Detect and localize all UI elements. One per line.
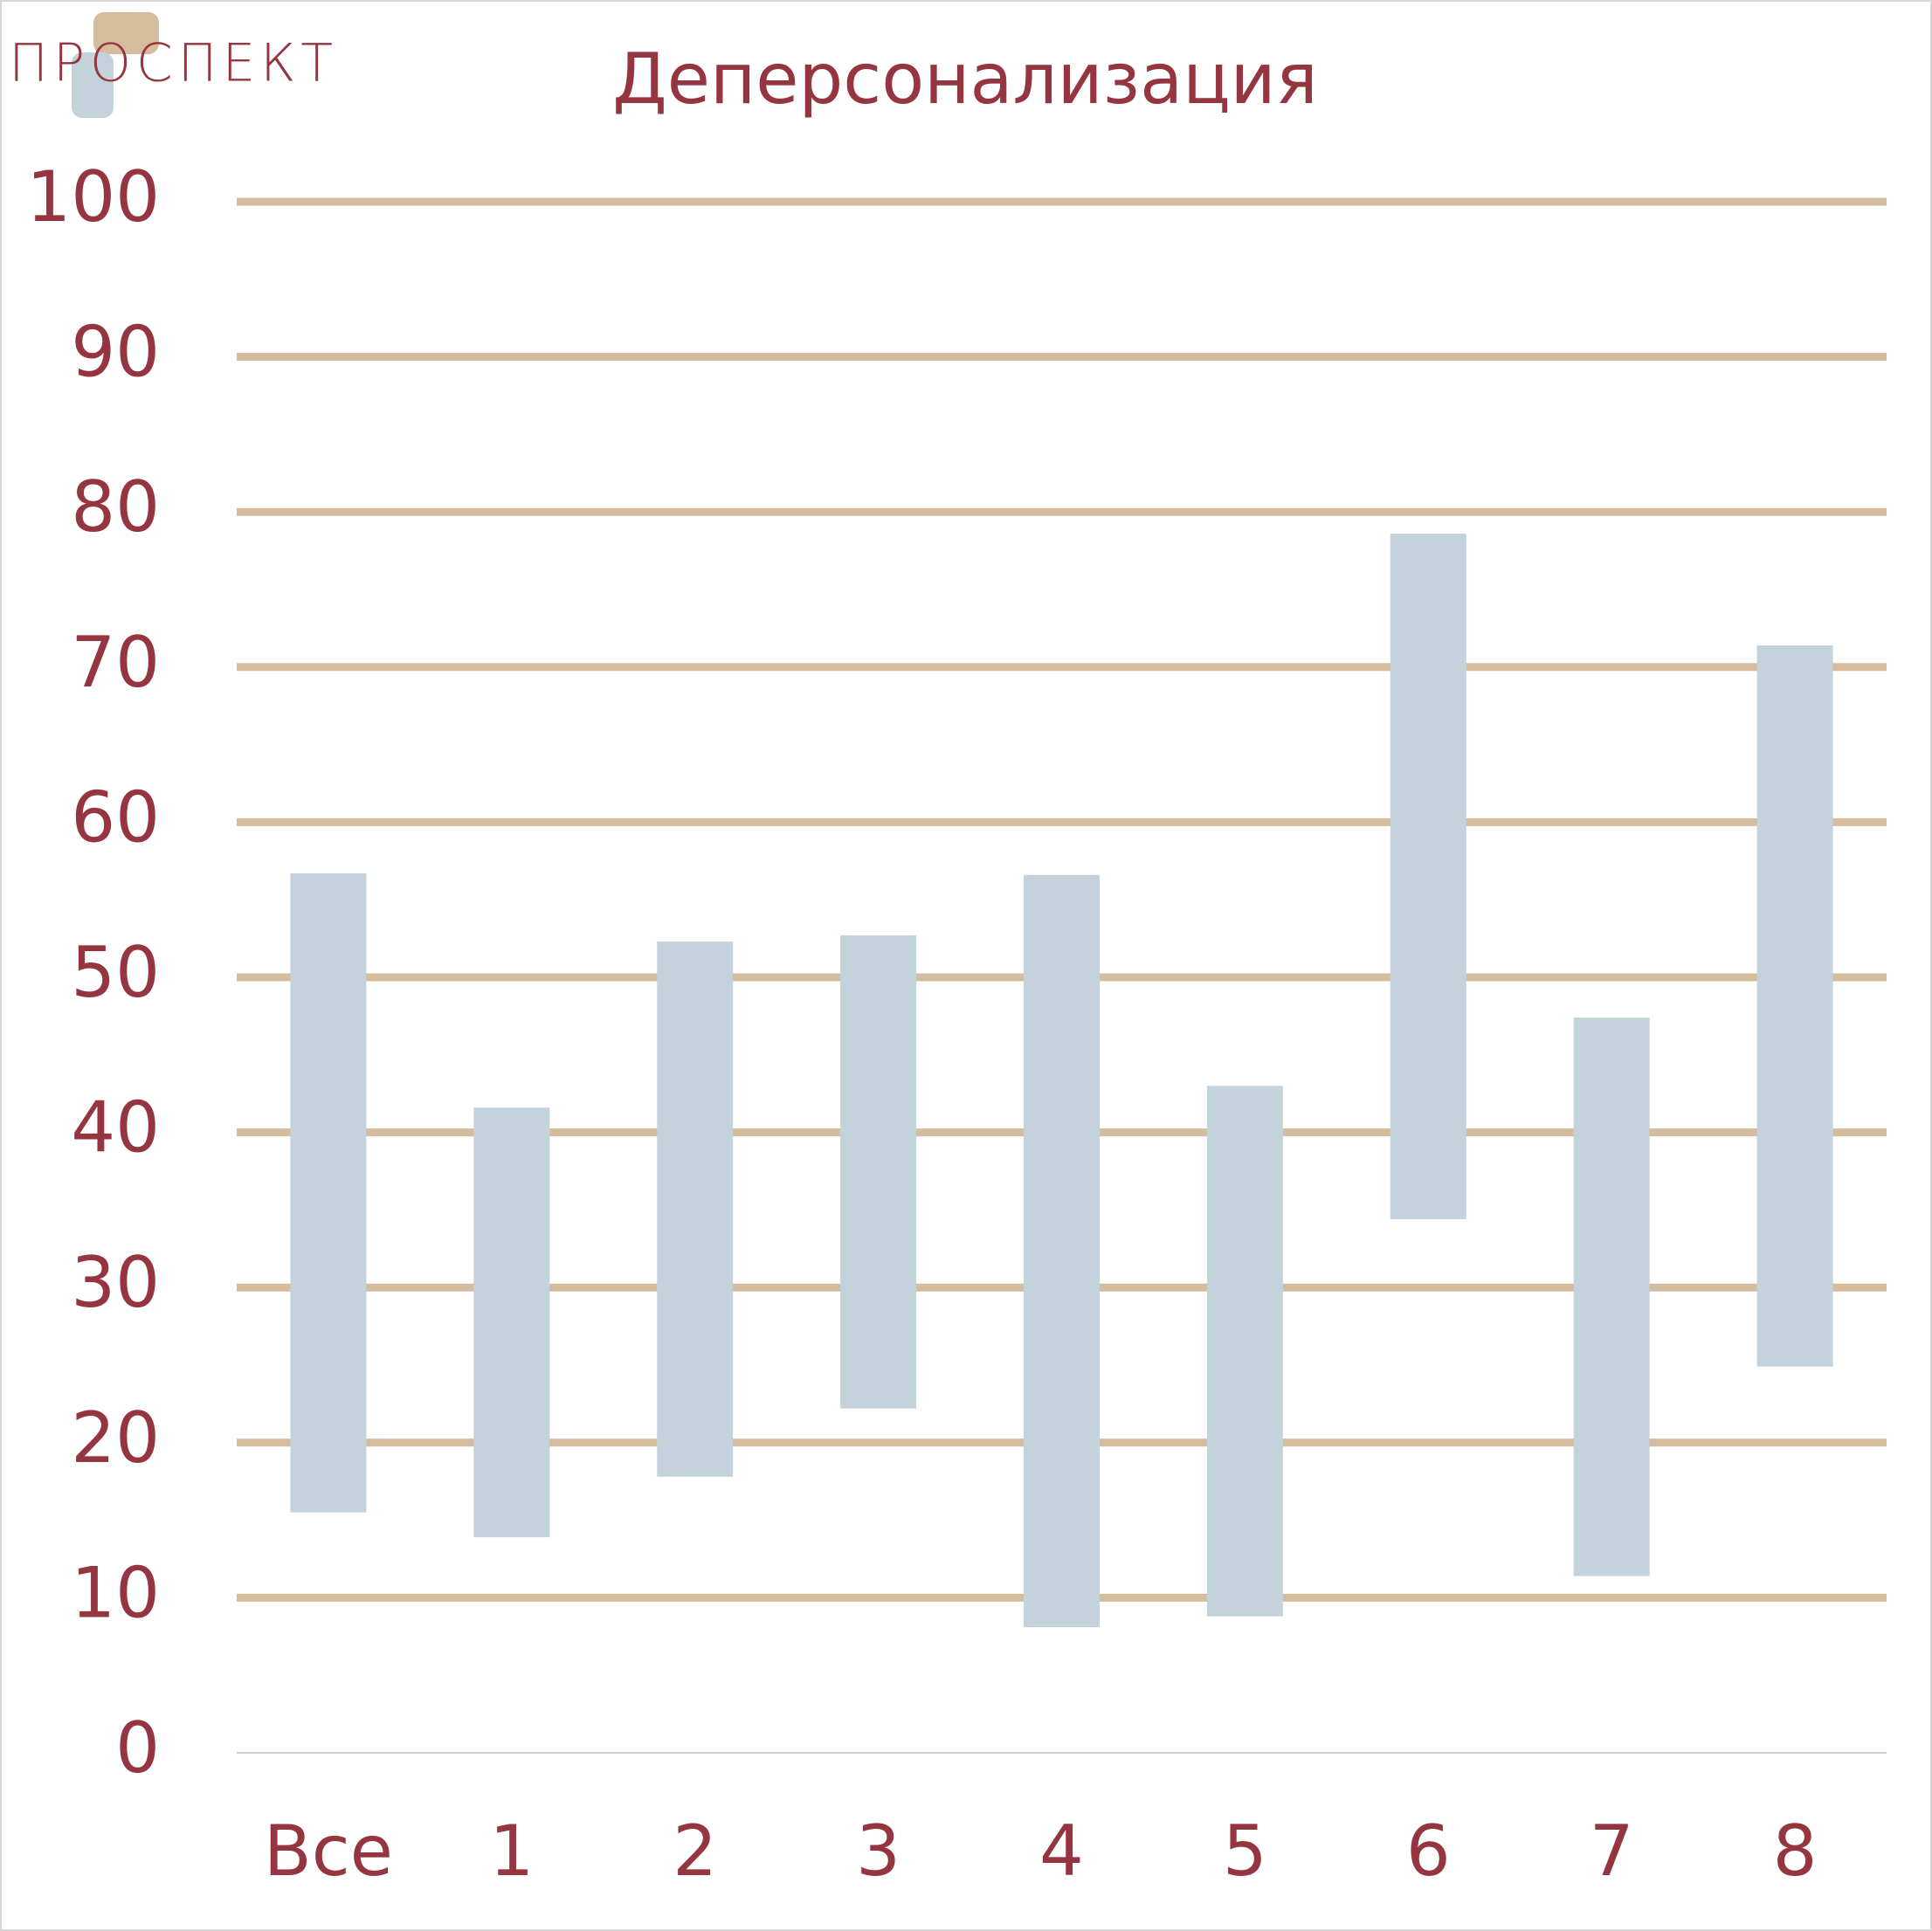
y-tick-label: 70 xyxy=(71,622,160,703)
x-tick-label: 3 xyxy=(856,1810,900,1892)
logo-shape xyxy=(72,52,114,118)
y-tick-label: 100 xyxy=(26,156,160,238)
bar xyxy=(1390,534,1466,1220)
y-tick-label: 50 xyxy=(71,932,160,1013)
bar xyxy=(1024,874,1100,1628)
bar xyxy=(290,873,367,1513)
x-tick-label: 5 xyxy=(1223,1810,1267,1892)
y-tick-label: 60 xyxy=(71,776,160,858)
y-tick-label: 0 xyxy=(115,1707,160,1789)
x-tick-label: 6 xyxy=(1406,1810,1451,1892)
y-tick-label: 90 xyxy=(71,312,160,393)
x-tick-label: 8 xyxy=(1773,1810,1818,1892)
bar xyxy=(657,941,734,1477)
bar xyxy=(1573,1017,1650,1576)
y-tick-label: 40 xyxy=(71,1087,160,1169)
y-tick-label: 80 xyxy=(71,466,160,548)
bar xyxy=(1206,1086,1283,1617)
bar xyxy=(473,1107,550,1538)
logo: ПРОСПЕКТ xyxy=(9,12,336,118)
bar xyxy=(1756,645,1833,1367)
logo-shape xyxy=(93,12,159,54)
y-tick-label: 10 xyxy=(71,1552,160,1633)
x-tick-label: 2 xyxy=(673,1810,717,1892)
x-tick-label: 1 xyxy=(489,1810,534,1892)
y-tick-label: 20 xyxy=(71,1397,160,1479)
x-tick-label: 4 xyxy=(1039,1810,1084,1892)
x-tick-label: Все xyxy=(264,1810,393,1892)
logo-text: ПРОСПЕКТ xyxy=(9,33,336,94)
chart-title: Деперсонализация xyxy=(612,38,1318,120)
x-tick-label: 7 xyxy=(1590,1810,1634,1892)
y-tick-label: 30 xyxy=(71,1242,160,1323)
bar xyxy=(840,935,917,1409)
